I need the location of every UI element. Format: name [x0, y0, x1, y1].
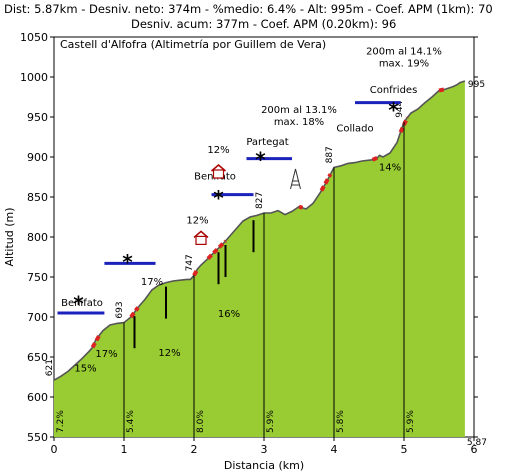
annotation-label: Benifato — [61, 298, 103, 309]
annotation-label: 16% — [218, 309, 240, 320]
steep-segment — [129, 306, 140, 319]
ticks-layer: 550 600 650 700 750 800 850 900 950 1000 1050 0 1 2 3 4… — [20, 31, 487, 456]
y-tick-label: 650 — [27, 351, 48, 364]
y-tick-label: 750 — [27, 271, 48, 284]
y-tick-label: 1000 — [20, 71, 48, 84]
annotation-label: Partegat — [246, 137, 288, 148]
y-tick-label: 800 — [27, 231, 48, 244]
junction-asterisk-icon: * — [388, 98, 399, 122]
profile-area — [54, 81, 465, 437]
y-tick-label: 1050 — [20, 31, 48, 44]
annotation-label: 15% — [74, 363, 96, 374]
profile-line — [53, 80, 466, 381]
annotation-label: 12% — [158, 348, 180, 359]
x-tick-label: 5 — [401, 443, 408, 456]
x-tick-label: 0 — [51, 443, 58, 456]
annotation-label: 14% — [379, 163, 401, 174]
y-axis-label: Altitud (m) — [3, 207, 16, 266]
km-altitude-label: 827 — [255, 192, 265, 209]
junction-asterisk-icon: * — [213, 186, 224, 210]
annotations-layer: BenifatoBenifatoPartegatConfridesCollado… — [57, 47, 442, 374]
end-distance-label: 5.87 — [467, 438, 487, 448]
km-grade-label: 5.9% — [406, 410, 416, 433]
y-tick-label: 700 — [27, 311, 48, 324]
annotation-label: max. 19% — [379, 59, 429, 70]
y-tick-label: 900 — [27, 151, 48, 164]
annotation-label: 17% — [141, 277, 163, 288]
km-grade-label: 5.8% — [336, 410, 346, 433]
steep-segment — [438, 87, 447, 93]
annotation-label: 200m al 14.1% — [366, 47, 442, 58]
annotation-label: 12% — [186, 215, 208, 226]
x-tick-label: 1 — [121, 443, 128, 456]
x-tick-label: 4 — [331, 443, 338, 456]
junction-asterisk-icon: * — [122, 250, 133, 274]
km-grade-label: 5.4% — [126, 410, 136, 433]
house-roof-icon — [193, 230, 209, 238]
markers-layer: 7.2% 621 5.4% 693 8.0% 747 5.9% 827 5.8% 887 5.9% 9… — [45, 80, 485, 437]
km-grade-label: 7.2% — [56, 410, 66, 433]
steep-segment — [371, 155, 379, 162]
x-tick-label: 3 — [261, 443, 268, 456]
steep-segment — [206, 239, 227, 261]
x-tick-label: 2 — [191, 443, 198, 456]
annotation-label: 12% — [207, 145, 229, 156]
summit-altitude-label: 995 — [468, 80, 485, 90]
junction-asterisk-icon: * — [255, 148, 266, 172]
stats-line-2: Desniv. acum: 377m - Coef. APM (0.20km):… — [131, 17, 396, 31]
annotation-label: Collado — [336, 123, 373, 134]
tower-icon — [290, 168, 301, 190]
junction-asterisk-icon: * — [73, 292, 84, 316]
annotation-label: 17% — [95, 349, 117, 360]
x-axis-label: Distancia (km) — [224, 459, 304, 472]
km-grade-label: 5.9% — [266, 410, 276, 433]
house-icon — [195, 235, 207, 245]
km-altitude-label: 887 — [325, 146, 335, 163]
y-tick-label: 550 — [27, 431, 48, 444]
chart-title: Castell d'Alfofra (Altimetría por Guille… — [60, 38, 326, 51]
house-roof-icon — [211, 164, 226, 172]
km-altitude-label: 693 — [115, 301, 125, 318]
km-grade-label: 8.0% — [196, 410, 206, 433]
y-tick-label: 950 — [27, 111, 48, 124]
annotation-label: 200m al 13.1% — [261, 105, 337, 116]
y-tick-label: 600 — [27, 391, 48, 404]
annotation-label: max. 18% — [274, 117, 324, 128]
steep-segment — [90, 334, 102, 349]
house-icon — [212, 169, 225, 179]
steep-segment — [192, 268, 200, 277]
km-altitude-label: 621 — [45, 359, 55, 376]
stats-line-1: Dist: 5.87km - Desniv. neto: 374m - %med… — [4, 2, 493, 16]
km-altitude-label: 747 — [185, 254, 195, 271]
x-tick-label: 6 — [471, 443, 478, 456]
steep-segment — [319, 173, 333, 192]
km-altitude-label: 944 — [395, 100, 405, 117]
y-tick-label: 850 — [27, 191, 48, 204]
steep-segment — [298, 204, 304, 210]
profile-layer — [53, 80, 466, 437]
annotation-label: Confrides — [370, 85, 418, 96]
